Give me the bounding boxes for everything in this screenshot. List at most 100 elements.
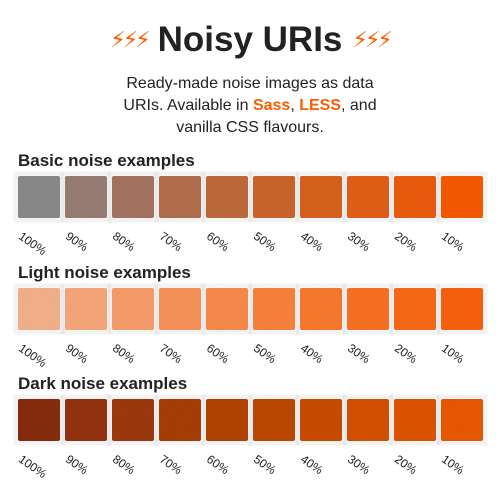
swatch-item: 10% bbox=[439, 399, 483, 477]
swatch-label: 30% bbox=[345, 441, 389, 477]
noise-swatch bbox=[159, 176, 201, 218]
noise-swatch bbox=[18, 288, 60, 330]
swatch-item: 90% bbox=[63, 176, 107, 254]
swatch-item: 100% bbox=[16, 176, 60, 258]
swatch-item: 40% bbox=[298, 176, 342, 254]
swatch-label-text: 100% bbox=[15, 341, 50, 371]
swatch-label-text: 20% bbox=[391, 452, 420, 478]
light-noise-section: Light noise examples 100% 90% 80% 70% 60% 50%… bbox=[16, 263, 483, 370]
swatch-label: 50% bbox=[251, 441, 295, 477]
subtitle-line-3: vanilla CSS flavours. bbox=[176, 119, 324, 136]
swatch-item: 70% bbox=[157, 176, 201, 254]
swatch-label: 90% bbox=[63, 441, 107, 477]
swatch-item: 20% bbox=[392, 176, 436, 254]
swatch-label-text: 60% bbox=[203, 341, 232, 367]
swatch-label: 100% bbox=[16, 330, 60, 370]
swatch-item: 60% bbox=[204, 176, 248, 254]
noise-swatch bbox=[300, 176, 342, 218]
swatch-row: 100% 90% 80% 70% 60% 50% 40% 30% 20% 10% bbox=[16, 399, 483, 481]
page-subtitle: Ready-made noise images as data URIs. Av… bbox=[0, 73, 500, 139]
swatch-label-text: 50% bbox=[250, 341, 279, 367]
swatch-item: 100% bbox=[16, 399, 60, 481]
noise-swatch bbox=[394, 399, 436, 441]
swatch-label-text: 20% bbox=[391, 229, 420, 255]
subtitle-line-1: Ready-made noise images as data bbox=[126, 75, 374, 92]
subtitle-text-b: , and bbox=[341, 97, 377, 114]
swatch-label-text: 70% bbox=[156, 229, 185, 255]
swatch-label-text: 80% bbox=[109, 229, 138, 255]
subtitle-comma: , bbox=[290, 97, 300, 114]
swatch-item: 10% bbox=[439, 288, 483, 366]
sass-link[interactable]: Sass bbox=[252, 97, 291, 114]
noise-swatch bbox=[159, 288, 201, 330]
swatch-label-text: 80% bbox=[109, 341, 138, 367]
section-title: Basic noise examples bbox=[18, 151, 195, 170]
less-link[interactable]: LESS bbox=[299, 97, 341, 114]
swatch-item: 80% bbox=[110, 288, 154, 366]
swatch-label: 10% bbox=[439, 441, 483, 477]
swatch-label-text: 10% bbox=[438, 229, 467, 255]
noise-swatch bbox=[394, 176, 436, 218]
basic-noise-section: Basic noise examples 100% 90% 80% 70% 60% 50%… bbox=[16, 151, 483, 258]
swatch-label-text: 70% bbox=[156, 341, 185, 367]
swatch-label-text: 40% bbox=[297, 229, 326, 255]
swatch-label: 10% bbox=[439, 330, 483, 366]
swatch-label: 60% bbox=[204, 441, 248, 477]
swatch-label-text: 60% bbox=[203, 452, 232, 478]
swatch-row: 100% 90% 80% 70% 60% 50% 40% 30% 20% 10% bbox=[16, 288, 483, 370]
swatch-item: 10% bbox=[439, 176, 483, 254]
subtitle-line-2: URIs. Available in Sass, LESS, and bbox=[0, 95, 500, 117]
swatch-item: 40% bbox=[298, 399, 342, 477]
noise-swatch bbox=[65, 288, 107, 330]
swatch-label: 60% bbox=[204, 218, 248, 254]
swatch-label: 80% bbox=[110, 330, 154, 366]
noise-swatch bbox=[18, 176, 60, 218]
swatch-label-text: 50% bbox=[250, 229, 279, 255]
noise-swatch bbox=[206, 399, 248, 441]
swatch-label-text: 20% bbox=[391, 341, 420, 367]
noise-swatch bbox=[18, 399, 60, 441]
swatch-label: 50% bbox=[251, 218, 295, 254]
noise-swatch bbox=[441, 288, 483, 330]
page-title: Noisy URIs bbox=[157, 20, 343, 59]
noise-swatch bbox=[347, 399, 389, 441]
swatch-label: 30% bbox=[345, 330, 389, 366]
swatch-label-text: 30% bbox=[344, 452, 373, 478]
noise-swatch bbox=[441, 176, 483, 218]
swatch-item: 100% bbox=[16, 288, 60, 370]
swatch-label: 20% bbox=[392, 441, 436, 477]
noise-swatch bbox=[159, 399, 201, 441]
swatch-item: 20% bbox=[392, 399, 436, 477]
swatch-row: 100% 90% 80% 70% 60% 50% 40% 30% 20% 10% bbox=[16, 176, 483, 258]
noise-swatch bbox=[253, 288, 295, 330]
swatch-item: 30% bbox=[345, 176, 389, 254]
swatch-item: 90% bbox=[63, 399, 107, 477]
swatch-label: 40% bbox=[298, 330, 342, 366]
noise-swatch bbox=[112, 288, 154, 330]
swatch-item: 30% bbox=[345, 399, 389, 477]
section-title: Dark noise examples bbox=[18, 374, 188, 393]
dark-noise-section: Dark noise examples 100% 90% 80% 70% 60% 50% 4… bbox=[16, 374, 483, 481]
swatch-label-text: 40% bbox=[297, 341, 326, 367]
subtitle-text-a: URIs. Available in bbox=[123, 97, 253, 114]
swatch-label: 70% bbox=[157, 441, 201, 477]
noise-swatch bbox=[253, 399, 295, 441]
swatch-label: 10% bbox=[439, 218, 483, 254]
lightning-bolts-icon: ⚡⚡⚡ bbox=[110, 26, 150, 52]
swatch-label: 70% bbox=[157, 330, 201, 366]
swatch-label-text: 60% bbox=[203, 229, 232, 255]
noise-swatch bbox=[206, 288, 248, 330]
noise-swatch bbox=[300, 399, 342, 441]
swatch-item: 70% bbox=[157, 288, 201, 366]
noise-swatch bbox=[347, 176, 389, 218]
swatch-item: 80% bbox=[110, 176, 154, 254]
noise-swatch bbox=[112, 399, 154, 441]
swatch-label-text: 100% bbox=[15, 452, 50, 482]
swatch-item: 30% bbox=[345, 288, 389, 366]
swatch-label-text: 90% bbox=[62, 229, 91, 255]
swatch-label: 70% bbox=[157, 218, 201, 254]
swatch-item: 20% bbox=[392, 288, 436, 366]
swatch-label: 20% bbox=[392, 218, 436, 254]
swatch-label-text: 90% bbox=[62, 341, 91, 367]
swatch-label: 100% bbox=[16, 441, 60, 481]
